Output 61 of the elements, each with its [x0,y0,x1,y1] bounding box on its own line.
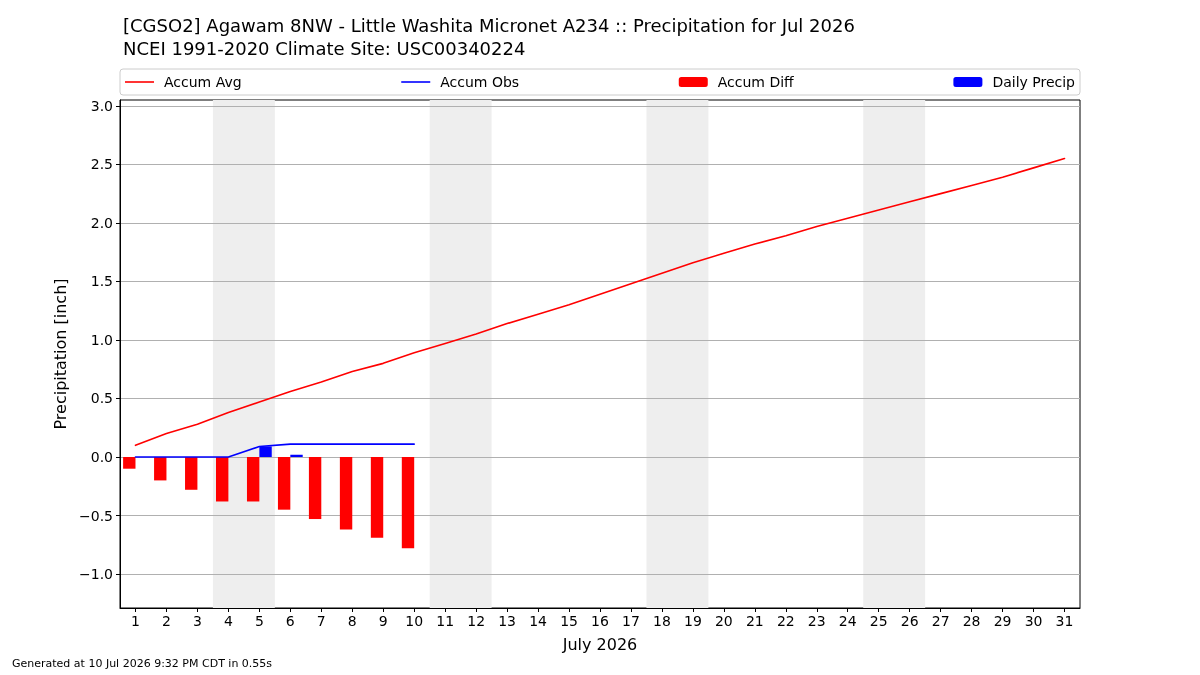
bar [216,457,229,502]
x-tick-label: 14 [529,613,548,629]
x-tick-label: 11 [436,613,455,629]
x-tick-label: 16 [591,613,609,629]
bar [308,457,322,520]
y-tick-label: 2.0 [90,214,113,231]
x-tick-label: 15 [560,613,578,629]
x-tick-label: 17 [622,613,640,629]
x-tick-label: 25 [869,613,888,629]
x-tick-label: 22 [776,613,795,629]
y-tick-label: 0.5 [90,390,113,407]
x-tick-label: 18 [653,613,671,629]
text: Generated at 10 Jul 2026 9:32 PM CDT in 0.55s [12,657,273,670]
y-axis-title: Precipitation [inch] [50,278,70,430]
x-tick-label: 1 [131,613,140,629]
y-tick-label: −0.5 [79,507,113,524]
x-tick-label: 7 [316,613,326,629]
x-tick-label: 27 [931,613,950,629]
legend-label: Daily Precip [992,74,1076,90]
bar [290,454,303,457]
bar [401,457,415,549]
x-tick-label: 19 [683,613,702,629]
x-tick-label: 21 [745,613,764,629]
x-tick-label: 4 [223,613,233,629]
x-tick-label: 3 [192,613,202,629]
bar [339,457,353,530]
x-tick-label: 9 [378,613,388,629]
legend-label: Accum Avg [164,74,242,90]
x-tick-label: 6 [285,613,295,629]
x-tick-label: 2 [161,613,171,629]
line-series [134,157,1066,447]
chart-subtitle: NCEI 1991-2020 Climate Site: USC00340224 [123,37,526,59]
legend-label: Accum Obs [440,74,520,90]
bar [154,457,167,481]
bar [246,457,260,502]
x-tick-label: 8 [347,613,357,629]
x-tick-label: 13 [498,613,517,629]
x-tick-label: 20 [714,613,733,629]
x-tick-label: 29 [993,613,1012,629]
legend-label: Accum Diff [717,74,795,90]
x-tick-label: 5 [254,613,264,629]
x-tick-label: 24 [838,613,857,629]
x-tick-label: 30 [1024,613,1043,629]
x-tick-label: 23 [807,613,826,629]
y-tick-label: 0.0 [90,449,113,465]
y-tick-label: 3.0 [90,97,113,114]
y-tick-label: 2.5 [90,156,113,173]
y-tick-label: 1.0 [90,331,113,348]
bar [123,457,136,469]
x-tick-label: 26 [900,613,919,629]
bar [370,457,384,538]
x-tick-label: 28 [962,613,981,629]
y-tick-label: −1.0 [79,566,113,583]
x-tick-label: 10 [405,613,424,629]
bar [277,457,291,510]
y-tick-label: 1.5 [90,273,113,290]
x-tick-label: 12 [467,613,486,629]
bar [185,457,198,490]
x-axis-title: July 2026 [561,634,638,654]
x-tick-label: 31 [1055,613,1074,629]
chart-title: [CGSO2] Agawam 8NW - Little Washita Micronet A234 :: Precipitation for Jul 2026 [123,14,855,36]
